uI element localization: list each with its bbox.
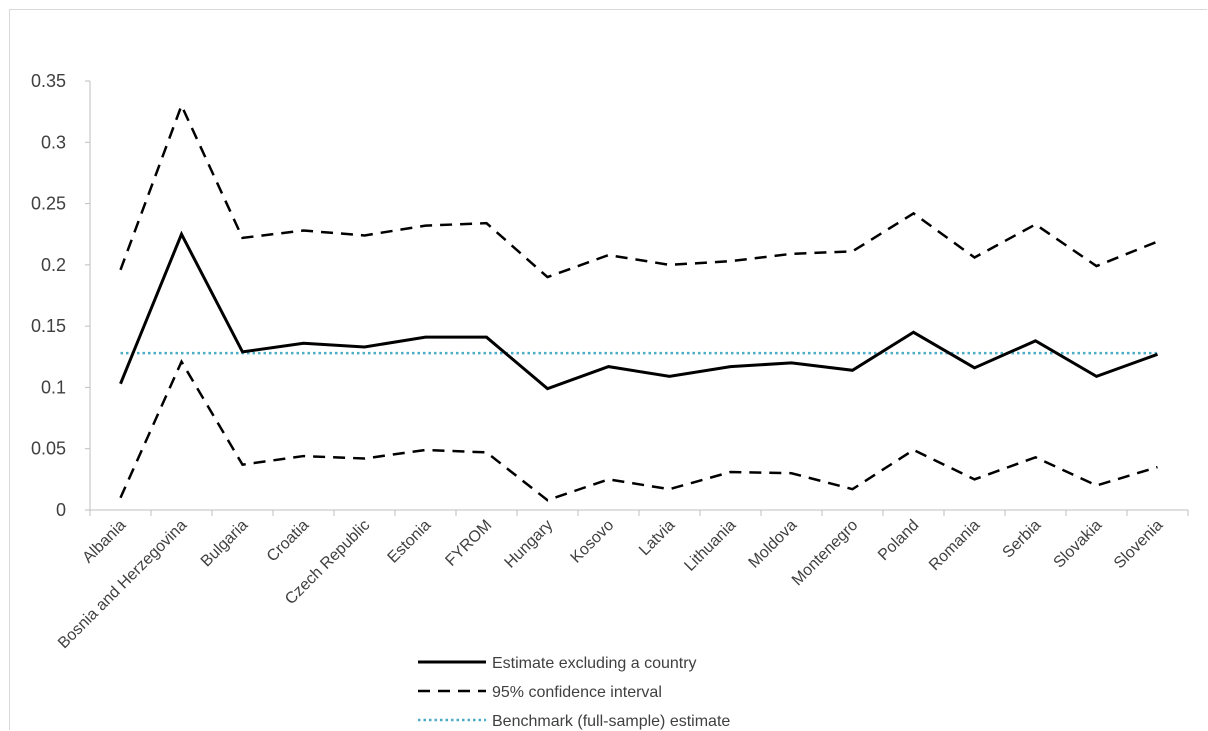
legend: Estimate excluding a country 95% confiden… <box>418 655 730 730</box>
x-tick-label: Estonia <box>385 517 435 567</box>
series-line-0 <box>119 230 1159 391</box>
x-tick-label: Latvia <box>636 517 678 559</box>
y-tick-label: 0.15 <box>31 316 66 336</box>
plot-lines <box>119 102 1159 502</box>
x-tick-label: Bulgaria <box>198 517 252 571</box>
legend-label: 95% confidence interval <box>492 684 662 701</box>
x-tick-label: Montenegro <box>789 517 861 589</box>
x-tick-label: Kosovo <box>568 517 618 567</box>
x-tick-label: Poland <box>875 517 922 564</box>
y-axis: 0 0.05 0.1 0.15 0.2 0.25 0.3 0.35 <box>31 71 91 520</box>
x-tick-label: Hungary <box>502 517 557 572</box>
series-line-1 <box>119 102 1158 279</box>
y-tick-label: 0.35 <box>31 71 66 91</box>
x-tick-label: Romania <box>926 517 983 574</box>
y-tick-label: 0.1 <box>41 377 66 397</box>
x-tick-label: FYROM <box>442 517 495 570</box>
x-tick-label: Serbia <box>1000 517 1045 562</box>
series-line-2 <box>119 358 1158 502</box>
x-tick-label: Moldova <box>746 517 801 572</box>
x-tick-label: Albania <box>80 517 130 567</box>
x-tick-label: Slovakia <box>1051 517 1106 572</box>
x-tick-label: Slovenia <box>1111 517 1166 572</box>
chart-frame <box>9 9 1207 730</box>
x-tick-label: Croatia <box>264 517 313 566</box>
y-tick-label: 0.3 <box>41 132 66 152</box>
legend-label: Benchmark (full-sample) estimate <box>492 713 730 730</box>
x-tick-label: Bosnia and Herzegovina <box>55 517 190 652</box>
y-tick-label: 0.25 <box>31 194 66 214</box>
x-tick-label: Lithuania <box>681 517 739 575</box>
legend-label: Estimate excluding a country <box>492 655 697 672</box>
y-tick-label: 0.2 <box>41 255 66 275</box>
y-tick-label: 0.05 <box>31 439 66 459</box>
y-tick-label: 0 <box>56 500 66 520</box>
